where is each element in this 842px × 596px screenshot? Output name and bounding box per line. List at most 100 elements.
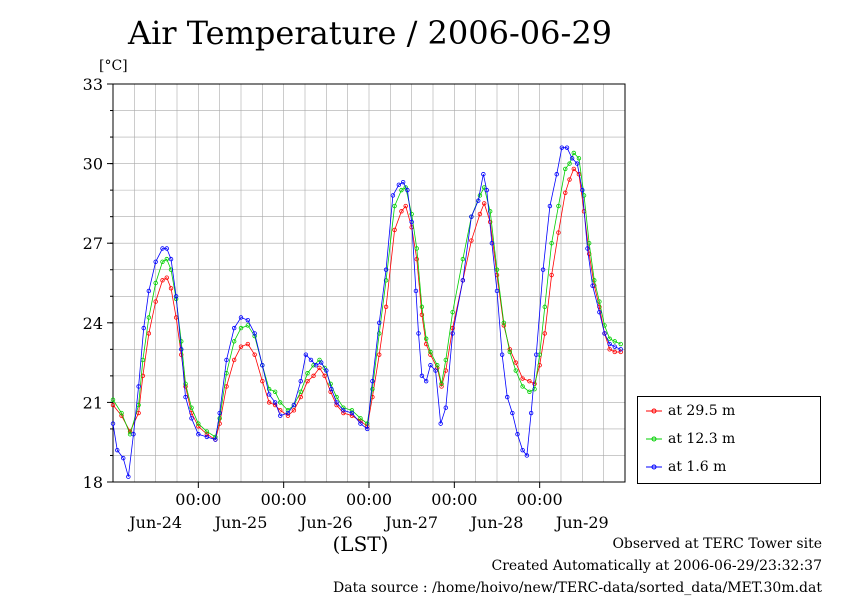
data-point-series-2 xyxy=(272,400,278,405)
data-point-series-1 xyxy=(278,400,283,405)
data-point-series-1 xyxy=(349,408,355,413)
x-tick-label: 00:00 xyxy=(346,490,392,509)
legend-item-29-5m: at 29.5 m xyxy=(644,401,735,421)
data-point-series-2 xyxy=(607,341,612,347)
data-point-series-2 xyxy=(524,453,530,458)
data-point-series-1 xyxy=(179,339,184,344)
data-point-series-0 xyxy=(341,410,346,416)
data-point-series-2 xyxy=(419,373,425,379)
data-point-series-2 xyxy=(460,278,466,283)
data-point-series-0 xyxy=(322,373,327,379)
data-point-series-2 xyxy=(405,187,410,193)
x-tick-label: 00:00 xyxy=(517,490,563,509)
data-point-series-0 xyxy=(196,424,201,429)
data-point-series-0 xyxy=(403,203,408,209)
y-tick-label: 18 xyxy=(83,473,103,492)
data-point-series-1 xyxy=(542,304,547,310)
data-point-series-2 xyxy=(580,187,585,193)
data-point-series-0 xyxy=(482,201,487,206)
data-point-series-2 xyxy=(196,432,201,437)
data-point-series-1 xyxy=(311,363,316,368)
data-point-series-2 xyxy=(554,172,559,177)
data-point-series-2 xyxy=(358,421,363,426)
data-point-series-0 xyxy=(450,325,455,331)
data-point-series-1 xyxy=(581,193,587,198)
data-point-series-2 xyxy=(285,410,291,416)
data-point-series-2 xyxy=(329,386,334,392)
x-axis-label: (LST) xyxy=(332,532,388,556)
data-point-series-2 xyxy=(260,363,265,368)
data-point-series-2 xyxy=(313,363,319,368)
data-point-series-1 xyxy=(428,349,433,355)
data-point-series-2 xyxy=(602,331,607,336)
data-point-series-2 xyxy=(510,410,515,416)
data-point-series-2 xyxy=(217,410,222,416)
data-point-series-1 xyxy=(494,267,500,272)
data-point-series-0 xyxy=(245,341,251,347)
data-point-series-1 xyxy=(392,203,397,209)
x-tick-label: 00:00 xyxy=(261,490,307,509)
data-point-series-2 xyxy=(450,331,455,336)
legend-label: at 1.6 m xyxy=(668,459,727,475)
data-point-series-2 xyxy=(146,288,152,294)
data-point-series-1 xyxy=(423,336,429,341)
data-point-series-2 xyxy=(291,402,297,408)
data-point-series-0 xyxy=(392,227,397,233)
data-point-series-0 xyxy=(542,331,547,336)
date-label: Jun-24 xyxy=(127,513,182,532)
data-point-series-0 xyxy=(252,352,257,357)
data-point-series-0 xyxy=(204,432,210,437)
data-point-series-2 xyxy=(121,455,126,461)
data-point-series-1 xyxy=(204,429,210,434)
y-tick-label: 27 xyxy=(83,234,103,253)
data-point-series-1 xyxy=(460,256,466,262)
data-point-series-1 xyxy=(443,357,448,363)
series-line-0 xyxy=(112,168,621,441)
data-point-series-1 xyxy=(383,278,389,283)
data-point-series-2 xyxy=(433,368,438,373)
data-point-series-0 xyxy=(291,408,297,413)
data-point-series-2 xyxy=(231,325,237,331)
data-point-series-1 xyxy=(160,259,165,264)
data-point-series-1 xyxy=(183,381,188,387)
data-point-series-1 xyxy=(370,386,375,392)
data-point-series-2 xyxy=(413,288,419,294)
data-point-series-0 xyxy=(532,381,537,387)
chart-legend: at 29.5 m at 12.3 m at 1.6 m xyxy=(637,396,821,484)
data-point-series-2 xyxy=(334,400,339,405)
series-line-2 xyxy=(112,147,621,477)
data-point-series-0 xyxy=(231,357,237,363)
legend-marker-green xyxy=(646,436,662,442)
data-point-series-2 xyxy=(319,360,324,365)
data-point-series-1 xyxy=(618,341,623,347)
data-point-series-1 xyxy=(527,389,532,394)
data-point-series-0 xyxy=(513,360,518,365)
data-point-series-1 xyxy=(238,325,244,331)
data-point-series-0 xyxy=(266,400,272,405)
data-point-series-0 xyxy=(285,413,291,418)
x-tick-label: 00:00 xyxy=(431,490,477,509)
legend-label: at 29.5 m xyxy=(668,403,736,419)
data-point-series-1 xyxy=(164,256,169,262)
x-tick-label: 00:00 xyxy=(175,490,221,509)
data-point-series-0 xyxy=(571,166,576,172)
data-point-series-1 xyxy=(409,211,414,217)
data-point-series-0 xyxy=(260,378,265,384)
y-tick-label: 33 xyxy=(83,75,103,94)
data-point-series-2 xyxy=(308,357,314,363)
data-point-series-0 xyxy=(146,331,152,336)
data-point-series-0 xyxy=(164,275,169,280)
data-point-series-1 xyxy=(567,161,572,166)
data-point-series-2 xyxy=(377,320,382,325)
data-point-series-2 xyxy=(278,413,283,418)
data-point-series-1 xyxy=(532,386,537,392)
y-tick-label: 30 xyxy=(83,155,103,174)
date-label: Jun-27 xyxy=(383,513,438,532)
data-point-series-0 xyxy=(607,347,612,352)
data-point-series-2 xyxy=(469,214,474,219)
date-label: Jun-26 xyxy=(298,513,353,532)
data-point-series-1 xyxy=(358,416,363,421)
data-point-series-0 xyxy=(238,344,244,349)
data-point-series-1 xyxy=(435,363,440,368)
data-point-series-2 xyxy=(173,294,179,299)
